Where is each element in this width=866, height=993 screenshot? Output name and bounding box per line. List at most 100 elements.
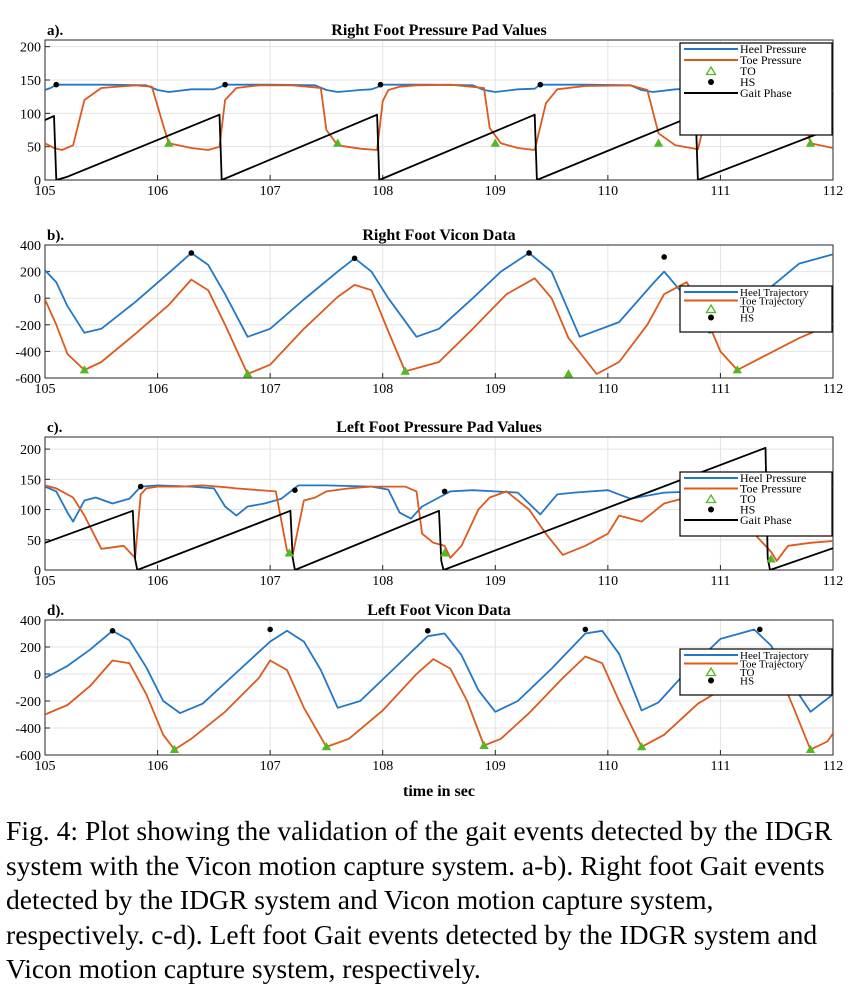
hs-marker bbox=[351, 255, 358, 262]
hs-marker bbox=[137, 483, 144, 490]
x-tick-label: 105 bbox=[35, 382, 56, 397]
panel-label: c). bbox=[47, 420, 63, 436]
plot-frame bbox=[44, 39, 834, 181]
x-tick-label: 112 bbox=[823, 382, 843, 397]
to-marker bbox=[169, 744, 180, 753]
to-marker bbox=[284, 548, 294, 557]
y-tick-label: -600 bbox=[15, 749, 41, 764]
to-marker bbox=[79, 365, 90, 374]
to-marker bbox=[766, 554, 776, 563]
chart-title: Left Foot Pressure Pad Values bbox=[336, 419, 542, 436]
x-tick-label: 106 bbox=[147, 759, 168, 774]
series-heel-trajectory bbox=[45, 252, 833, 338]
to-marker bbox=[732, 365, 743, 374]
x-tick-label: 110 bbox=[598, 574, 618, 589]
x-tick-label: 112 bbox=[823, 574, 843, 589]
hs-marker bbox=[424, 628, 431, 634]
legend-label: Gait Phase bbox=[740, 513, 792, 527]
to-marker bbox=[332, 138, 343, 147]
legend-label: Toe Trajectory bbox=[740, 658, 805, 670]
x-tick-label: 107 bbox=[260, 382, 281, 397]
legend-label: Heel Pressure bbox=[740, 471, 806, 485]
y-tick-label: 400 bbox=[20, 614, 41, 629]
panel-label: b). bbox=[47, 228, 64, 244]
x-tick-label: 110 bbox=[598, 184, 618, 199]
legend-label: HS bbox=[740, 312, 754, 324]
y-tick-label: -200 bbox=[15, 319, 41, 334]
panel-3: 105 106 107 108 109 110 111 112 0 50 100 150 200 Left… bbox=[20, 419, 843, 589]
y-tick-label: 100 bbox=[20, 107, 41, 122]
figure: 105 106 107 108 109 110 111 112 0 50 100 150 200 Righ… bbox=[15, 22, 843, 800]
series-heel-pressure bbox=[45, 484, 833, 523]
y-tick-label: -600 bbox=[15, 372, 41, 387]
panel-label: d). bbox=[47, 603, 64, 619]
hs-marker bbox=[292, 487, 298, 494]
y-tick-label: 400 bbox=[20, 239, 41, 254]
legend-label: HS bbox=[740, 675, 754, 687]
x-tick-label: 105 bbox=[35, 184, 56, 199]
legend-hs-icon bbox=[708, 506, 714, 513]
x-tick-label: 112 bbox=[823, 759, 843, 774]
y-tick-label: 100 bbox=[20, 504, 41, 519]
legend-box bbox=[679, 285, 833, 333]
to-marker bbox=[490, 138, 500, 147]
x-tick-label: 106 bbox=[147, 574, 168, 589]
legend-label: Toe Pressure bbox=[740, 482, 801, 496]
legend-hs-icon bbox=[708, 677, 714, 684]
hs-marker bbox=[222, 81, 228, 88]
x-tick-label: 108 bbox=[372, 574, 393, 589]
y-tick-label: 200 bbox=[20, 641, 41, 656]
chart-title: Right Foot Vicon Data bbox=[362, 227, 515, 244]
hs-marker bbox=[661, 254, 667, 260]
panel-1: 105 106 107 108 109 110 111 112 0 50 100 150 200 Righ… bbox=[20, 22, 843, 199]
y-tick-label: 150 bbox=[20, 473, 41, 488]
x-axis-label: time in sec bbox=[403, 783, 475, 800]
y-tick-label: -200 bbox=[15, 695, 41, 710]
hs-marker bbox=[53, 81, 60, 88]
x-tick-label: 108 bbox=[372, 382, 393, 397]
panel-4: 105 106 107 108 109 110 111 112 -600 -400 -200 0 200… bbox=[15, 602, 843, 774]
hs-marker bbox=[757, 626, 763, 633]
x-tick-label: 107 bbox=[260, 759, 281, 774]
hs-marker bbox=[441, 488, 448, 495]
legend-label: Heel Trajectory bbox=[740, 287, 809, 299]
x-tick-label: 106 bbox=[147, 382, 168, 397]
y-tick-label: 200 bbox=[20, 443, 41, 458]
x-tick-label: 108 bbox=[372, 759, 393, 774]
x-tick-label: 107 bbox=[260, 184, 281, 199]
hs-marker bbox=[582, 626, 589, 633]
to-marker bbox=[164, 138, 174, 147]
to-marker bbox=[242, 369, 253, 378]
x-tick-label: 111 bbox=[710, 382, 730, 397]
legend-box bbox=[679, 648, 833, 696]
to-marker bbox=[563, 369, 574, 378]
x-tick-label: 106 bbox=[147, 184, 168, 199]
y-tick-label: 0 bbox=[34, 668, 41, 683]
legend-to-icon bbox=[705, 303, 717, 314]
hs-marker bbox=[188, 250, 195, 256]
hs-marker bbox=[537, 81, 544, 88]
y-tick-label: 200 bbox=[20, 41, 41, 56]
figure-caption: Fig. 4: Plot showing the validation of t… bbox=[6, 814, 852, 987]
caption-text: Fig. 4: Plot showing the validation of t… bbox=[6, 815, 833, 984]
x-tick-label: 109 bbox=[485, 382, 506, 397]
plot-frame bbox=[44, 244, 834, 379]
chart-title: Left Foot Vicon Data bbox=[367, 602, 511, 619]
plot-frame bbox=[44, 436, 834, 571]
y-tick-label: 50 bbox=[27, 534, 41, 549]
hs-marker bbox=[267, 626, 273, 633]
legend-hs-icon bbox=[708, 79, 714, 85]
y-tick-label: 0 bbox=[34, 292, 41, 307]
legend-label: Gait Phase bbox=[740, 86, 792, 100]
x-tick-label: 109 bbox=[485, 574, 506, 589]
legend-label: HS bbox=[740, 503, 755, 517]
plot-frame bbox=[44, 619, 834, 756]
x-tick-label: 109 bbox=[485, 184, 506, 199]
legend-box bbox=[679, 42, 833, 136]
legend-to-icon bbox=[705, 65, 717, 76]
legend-label: Heel Pressure bbox=[740, 42, 806, 56]
